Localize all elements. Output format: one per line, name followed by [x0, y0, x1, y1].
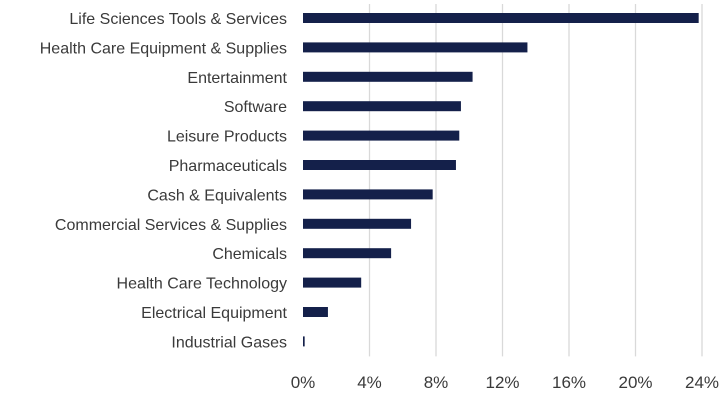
category-label: Leisure Products	[167, 129, 287, 146]
gridlines	[368, 4, 703, 357]
bars	[303, 13, 699, 347]
x-tick-label: 20%	[618, 373, 652, 392]
category-label: Life Sciences Tools & Services	[69, 11, 287, 28]
bar	[303, 42, 528, 53]
category-label: Entertainment	[187, 70, 287, 87]
x-tick-labels: 0% 4% 8% 12% 16% 20% 24%	[291, 373, 719, 392]
bar	[303, 218, 412, 229]
bar	[303, 130, 460, 141]
category-label: Chemicals	[212, 246, 287, 263]
bar	[303, 277, 362, 288]
bar	[303, 101, 461, 112]
bar	[303, 13, 699, 23]
x-tick-label: 8%	[424, 373, 449, 392]
category-label: Electrical Equipment	[141, 305, 287, 322]
bar	[303, 307, 328, 317]
category-label: Industrial Gases	[171, 334, 287, 351]
x-tick-label: 24%	[685, 373, 719, 392]
x-tick-label: 16%	[552, 373, 586, 392]
bar	[303, 189, 433, 200]
category-label: Health Care Technology	[117, 276, 287, 293]
x-tick-label: 0%	[291, 373, 316, 392]
x-tick-label: 12%	[485, 373, 519, 392]
category-label: Health Care Equipment & Supplies	[40, 40, 287, 57]
category-labels: Life Sciences Tools & Services Health Car…	[40, 11, 288, 351]
category-label: Commercial Services & Supplies	[55, 217, 287, 234]
category-label: Cash & Equivalents	[147, 187, 287, 204]
x-tick-label: 4%	[357, 373, 382, 392]
bar	[303, 160, 456, 170]
bar	[303, 336, 305, 347]
bar	[303, 71, 473, 82]
bar	[303, 248, 392, 259]
category-label: Pharmaceuticals	[169, 158, 287, 175]
category-label: Software	[224, 99, 287, 116]
